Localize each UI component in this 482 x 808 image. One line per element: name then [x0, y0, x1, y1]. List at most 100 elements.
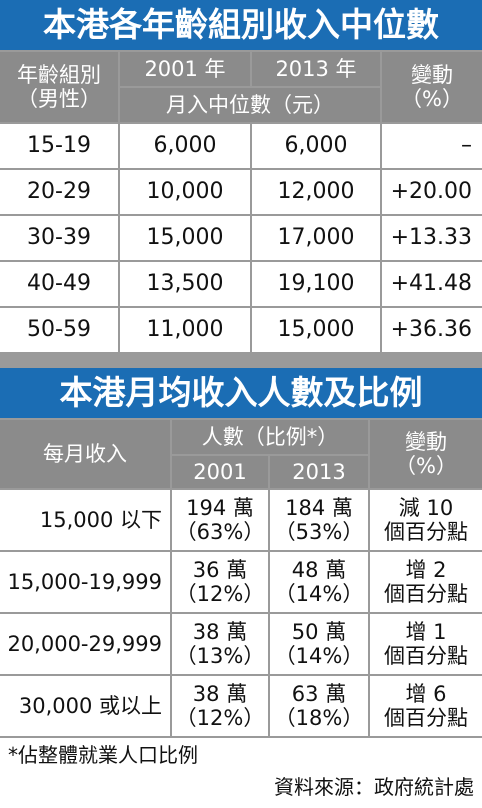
data-cell: +13.33: [382, 216, 482, 260]
data-cell: 194 萬（63%）: [172, 490, 268, 550]
header-cell-text: （%）: [401, 87, 463, 111]
data-cell: 40-49: [0, 262, 118, 306]
data-cell-text: 12,000: [277, 179, 355, 205]
data-cell: 20-29: [0, 170, 118, 214]
data-cell-text: 17,000: [277, 225, 355, 251]
data-cell-text: （12%）: [175, 706, 265, 730]
data-cell: 17,000: [252, 216, 380, 260]
data-cell-text: 15-19: [27, 133, 91, 159]
data-cell: 36 萬（12%）: [172, 552, 268, 612]
data-cell-text: 20,000-29,999: [7, 631, 162, 656]
data-cell: 11,000: [120, 308, 250, 352]
data-cell-text: 10,000: [146, 179, 224, 205]
data-cell: 30,000 或以上: [0, 676, 170, 736]
header-cell: 2013 年: [252, 52, 380, 86]
data-cell: 15,000: [252, 308, 380, 352]
data-cell: 38 萬（12%）: [172, 676, 268, 736]
footer: [0, 738, 482, 808]
data-cell-text: 增 6: [405, 681, 447, 706]
data-cell: 50-59: [0, 308, 118, 352]
data-cell: 15,000-19,999: [0, 552, 170, 612]
data-cell-text: 15,000-19,999: [7, 569, 162, 594]
data-cell-text: 38 萬: [192, 681, 248, 706]
data-cell: 12,000: [252, 170, 380, 214]
data-cell-text: 48 萬: [291, 557, 347, 582]
data-cell: 184 萬（53%）: [270, 490, 368, 550]
table-title: 本港各年齡組別收入中位數: [0, 0, 482, 50]
data-cell: 63 萬（18%）: [270, 676, 368, 736]
data-cell-text: 15,000: [146, 225, 224, 251]
data-cell: 減 10 個百分點: [370, 490, 482, 550]
data-cell: 6,000: [120, 124, 250, 168]
data-cell-text: 20-29: [27, 179, 91, 205]
header-cell-text: 2013: [292, 459, 346, 484]
data-cell-text: 30-39: [27, 225, 91, 251]
header-cell: 每月收入: [0, 420, 170, 488]
data-cell: 10,000: [120, 170, 250, 214]
data-cell: 19,100: [252, 262, 380, 306]
data-cell: 15-19: [0, 124, 118, 168]
data-cell: +36.36: [382, 308, 482, 352]
data-cell-text: 個百分點: [384, 644, 468, 668]
source-text: 資料來源：政府統計處: [274, 774, 474, 799]
data-cell-text: 19,100: [277, 271, 355, 297]
header-cell: 人數（比例*）: [172, 420, 368, 454]
header-cell: 2013: [270, 456, 368, 488]
data-cell-text: 個百分點: [384, 706, 468, 730]
header-cell: 變動 （%）: [382, 52, 482, 122]
header-cell: 月入中位數（元）: [120, 88, 380, 122]
data-cell-text: 增 2: [405, 557, 447, 582]
data-cell-text: （14%）: [274, 644, 364, 668]
header-cell-text: 變動: [405, 429, 447, 454]
data-cell: 38 萬（13%）: [172, 614, 268, 674]
header-cell-text: 年齡組別: [17, 62, 101, 87]
data-cell: 15,000: [120, 216, 250, 260]
source: 資料來源：政府統計處: [8, 772, 474, 802]
data-cell-text: 減 10: [398, 495, 454, 520]
header-cell-text: 2001: [193, 459, 247, 484]
data-cell-text: （63%）: [175, 520, 265, 544]
data-cell: 48 萬（14%）: [270, 552, 368, 612]
data-cell-text: 30,000 或以上: [18, 693, 162, 718]
data-cell-text: （12%）: [175, 582, 265, 606]
data-cell-text: （14%）: [274, 582, 364, 606]
data-cell-text: 15,000: [277, 317, 355, 343]
data-cell: 增 1 個百分點: [370, 614, 482, 674]
header-cell-text: （%）: [395, 454, 457, 478]
data-cell-text: 6,000: [284, 133, 348, 159]
header-cell-text: 人數（比例*）: [201, 424, 339, 449]
footnote-text: *佔整體就業人口比例: [8, 742, 198, 767]
data-cell-text: 個百分點: [384, 520, 468, 544]
header-cell: 變動 （%）: [370, 420, 482, 488]
data-cell-text: 個百分點: [384, 582, 468, 606]
data-cell: 13,500: [120, 262, 250, 306]
data-cell-text: 63 萬: [291, 681, 347, 706]
data-cell-text: 184 萬: [285, 495, 353, 520]
data-cell: 6,000: [252, 124, 380, 168]
table-title: 本港月均收入人數及比例: [0, 368, 482, 418]
data-cell: +20.00: [382, 170, 482, 214]
data-cell-text: +36.36: [390, 317, 472, 343]
header-cell-text: 每月收入: [43, 441, 127, 466]
data-cell-text: 增 1: [405, 619, 447, 644]
data-cell-text: 11,000: [146, 317, 224, 343]
data-cell: 20,000-29,999: [0, 614, 170, 674]
header-cell-text: 2013 年: [275, 56, 357, 81]
data-cell: 增 2 個百分點: [370, 552, 482, 612]
header-cell-text: 變動: [411, 62, 453, 87]
header-cell: 2001 年: [120, 52, 250, 86]
data-cell-text: 50 萬: [291, 619, 347, 644]
data-cell: –: [382, 124, 482, 168]
data-cell-text: 38 萬: [192, 619, 248, 644]
data-cell-text: 13,500: [146, 271, 224, 297]
data-cell-text: –: [461, 133, 472, 159]
data-cell-text: +20.00: [390, 179, 472, 205]
data-cell-text: （53%）: [274, 520, 364, 544]
data-cell: 30-39: [0, 216, 118, 260]
data-cell-text: 194 萬: [186, 495, 254, 520]
data-cell-text: 15,000 以下: [39, 507, 162, 532]
data-cell-text: +41.48: [390, 271, 472, 297]
data-cell-text: （13%）: [175, 644, 265, 668]
data-cell: +41.48: [382, 262, 482, 306]
